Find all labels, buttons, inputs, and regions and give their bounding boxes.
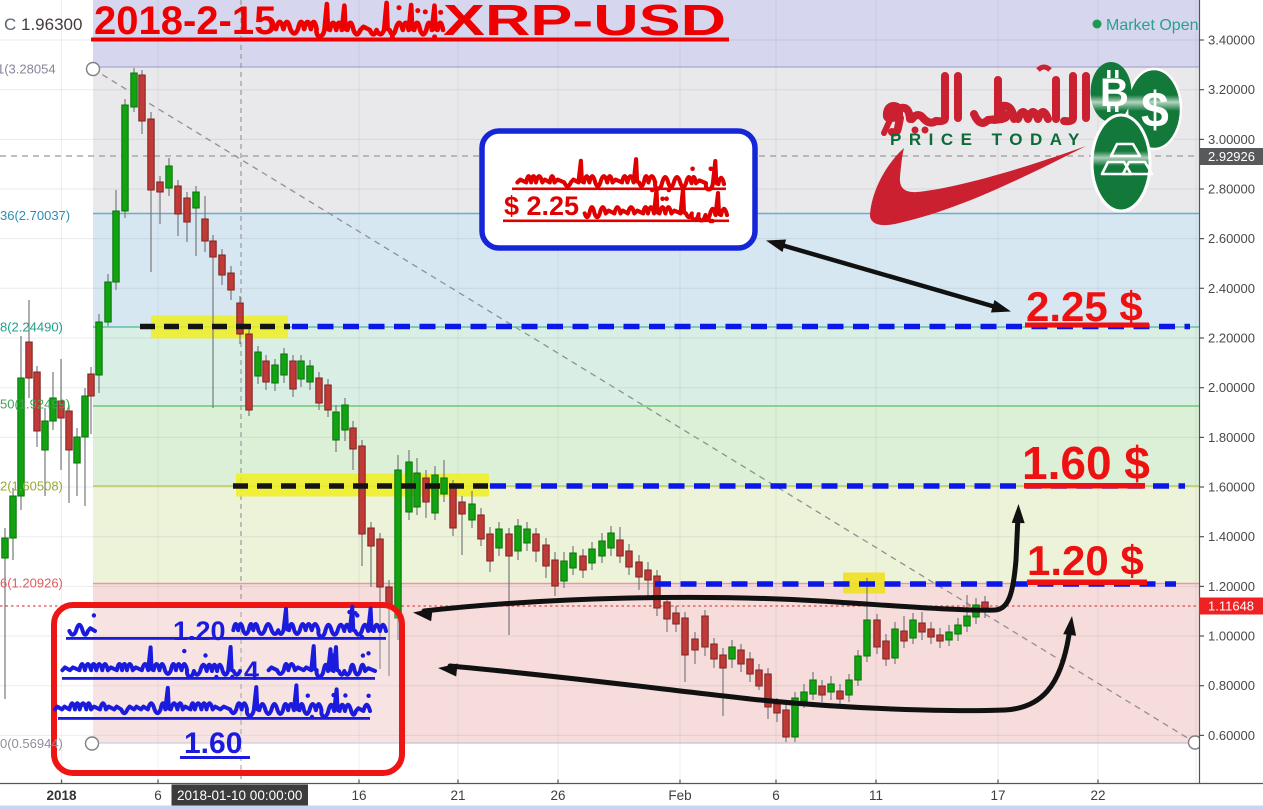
svg-text:Feb: Feb	[668, 788, 691, 803]
svg-text:11: 11	[869, 788, 883, 803]
svg-text:$ 2.25: $ 2.25	[504, 191, 579, 221]
svg-text:16: 16	[351, 788, 366, 803]
svg-text:22: 22	[1090, 788, 1105, 803]
svg-text:6: 6	[772, 788, 780, 803]
svg-text:21: 21	[450, 788, 465, 803]
svg-text:$: $	[1141, 82, 1169, 138]
svg-text:2018-01-10 00:00:00: 2018-01-10 00:00:00	[177, 788, 302, 803]
svg-text:36(2.70037): 36(2.70037)	[0, 208, 70, 223]
svg-text:6: 6	[154, 788, 162, 803]
svg-text:B: B	[1100, 71, 1129, 115]
svg-text:1.00000: 1.00000	[1208, 629, 1255, 644]
svg-text:6(1.20926): 6(1.20926)	[0, 576, 63, 591]
svg-text:8(2.24490): 8(2.24490)	[0, 320, 63, 335]
svg-text:4: 4	[244, 656, 259, 686]
svg-text:2.25 $: 2.25 $	[1026, 283, 1143, 330]
svg-text:Market Open: Market Open	[1106, 17, 1198, 34]
svg-text:2.60000: 2.60000	[1208, 231, 1255, 246]
svg-text:1.60 $: 1.60 $	[1022, 437, 1150, 489]
svg-text:2018: 2018	[46, 788, 77, 803]
svg-text:50(1.92499): 50(1.92499)	[0, 397, 70, 412]
svg-text:0.60000: 0.60000	[1208, 728, 1255, 743]
svg-text:2(1.60508): 2(1.60508)	[0, 479, 63, 494]
svg-text:2018-2-15: 2018-2-15	[94, 0, 276, 43]
svg-text:1.20: 1.20	[173, 616, 226, 646]
svg-text:C 1.96300: C 1.96300	[4, 15, 82, 34]
svg-text:1.20 $: 1.20 $	[1027, 537, 1144, 584]
svg-text:3.20000: 3.20000	[1208, 82, 1255, 97]
svg-text:PRICE TODAY: PRICE TODAY	[890, 130, 1087, 149]
svg-text:1.20000: 1.20000	[1208, 579, 1255, 594]
svg-text:1.80000: 1.80000	[1208, 430, 1255, 445]
svg-text:17: 17	[990, 788, 1005, 803]
svg-text:1.60: 1.60	[184, 727, 242, 760]
svg-text:1.11648: 1.11648	[1208, 599, 1254, 614]
svg-text:2.00000: 2.00000	[1208, 380, 1255, 395]
svg-text:3.00000: 3.00000	[1208, 132, 1255, 147]
svg-text:2.80000: 2.80000	[1208, 182, 1255, 197]
svg-text:2.40000: 2.40000	[1208, 281, 1255, 296]
svg-text:0(0.56944): 0(0.56944)	[0, 736, 63, 751]
svg-text:0.80000: 0.80000	[1208, 678, 1255, 693]
svg-text:3.40000: 3.40000	[1208, 33, 1255, 48]
svg-text:1.60000: 1.60000	[1208, 480, 1255, 495]
svg-text:1.40000: 1.40000	[1208, 529, 1255, 544]
svg-text:2.20000: 2.20000	[1208, 331, 1255, 346]
svg-text:26: 26	[550, 788, 565, 803]
svg-text:1(3.28054: 1(3.28054	[0, 62, 56, 77]
svg-text:2.92926: 2.92926	[1208, 149, 1255, 164]
